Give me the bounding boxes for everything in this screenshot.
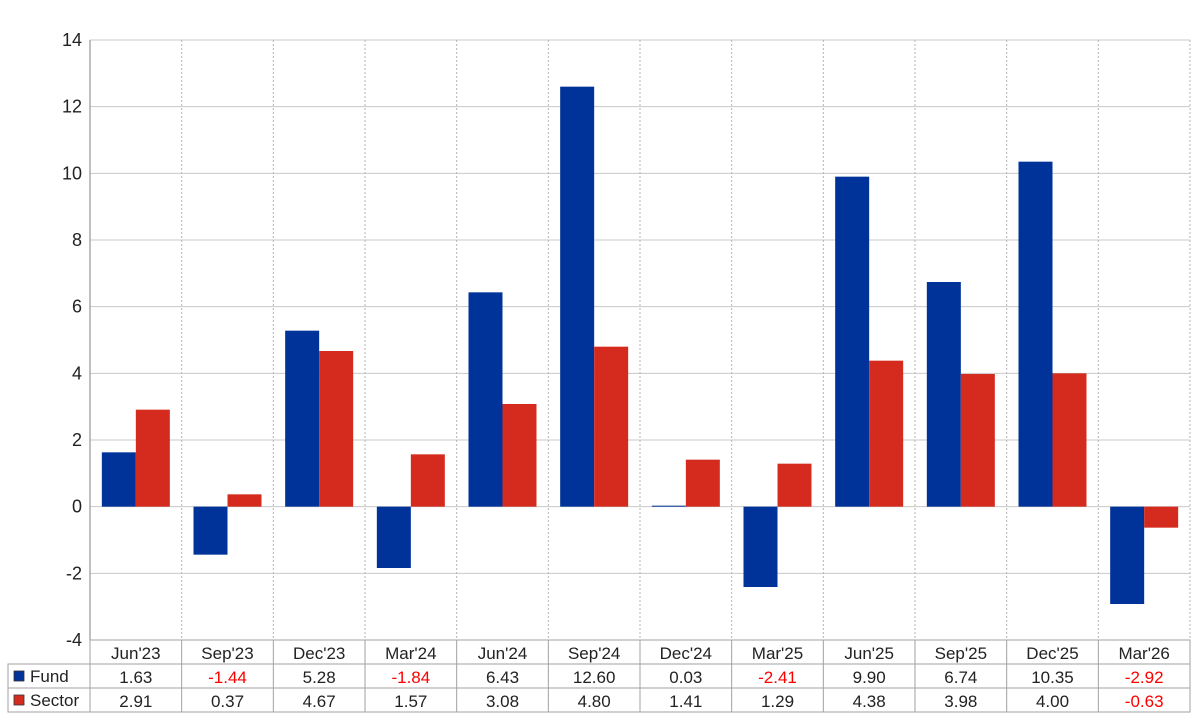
y-tick-label: 0 — [72, 497, 82, 517]
legend-label-fund: Fund — [30, 667, 69, 686]
bar-sector — [960, 374, 995, 507]
legend-label-sector: Sector — [30, 691, 79, 710]
data-label-sector: 3.98 — [944, 692, 977, 711]
bar-sector — [410, 454, 445, 507]
x-tick-label: Mar'24 — [385, 644, 436, 663]
legend-swatch-sector — [13, 694, 25, 706]
y-tick-label: 4 — [72, 363, 82, 383]
x-tick-label: Dec'23 — [293, 644, 345, 663]
data-label-fund: 1.63 — [119, 668, 152, 687]
data-label-fund: 5.28 — [303, 668, 336, 687]
data-label-fund: 6.43 — [486, 668, 519, 687]
bar-sector — [777, 463, 812, 507]
bar-sector — [594, 346, 629, 507]
data-label-sector: 1.29 — [761, 692, 794, 711]
x-tick-label: Sep'23 — [201, 644, 253, 663]
data-label-fund: -2.92 — [1125, 668, 1164, 687]
bars — [101, 86, 1179, 604]
legend-swatch-fund — [13, 670, 25, 682]
bar-fund — [926, 282, 961, 507]
y-tick-label: 12 — [62, 97, 82, 117]
bar-fund — [651, 505, 686, 507]
bar-sector — [1052, 373, 1087, 507]
bar-sector — [227, 494, 262, 507]
bar-sector — [869, 360, 904, 507]
x-tick-label: Dec'25 — [1026, 644, 1078, 663]
data-label-sector: 1.41 — [669, 692, 702, 711]
data-label-sector: -0.63 — [1125, 692, 1164, 711]
data-label-fund: -2.41 — [758, 668, 797, 687]
bar-sector — [685, 459, 720, 507]
data-label-fund: 6.74 — [944, 668, 977, 687]
x-tick-label: Sep'24 — [568, 644, 620, 663]
bar-sector — [135, 409, 170, 507]
y-tick-label: 14 — [62, 30, 82, 50]
x-tick-label: Mar'26 — [1118, 644, 1169, 663]
data-label-sector: 2.91 — [119, 692, 152, 711]
x-tick-label: Sep'25 — [935, 644, 987, 663]
data-label-fund: 0.03 — [669, 668, 702, 687]
bar-fund — [835, 176, 870, 507]
x-tick-label: Jun'25 — [844, 644, 894, 663]
data-label-sector: 4.67 — [303, 692, 336, 711]
x-tick-label: Mar'25 — [752, 644, 803, 663]
bar-fund — [1018, 161, 1053, 507]
data-table: Jun'23 Sep'23 Dec'23 Mar'24 Jun'24 Sep'24 Dec'… — [7, 639, 1191, 713]
bar-sector — [1144, 506, 1179, 528]
data-label-fund: 9.90 — [853, 668, 886, 687]
bar-fund — [285, 330, 320, 507]
x-tick-label: Jun'23 — [111, 644, 161, 663]
data-label-sector: 3.08 — [486, 692, 519, 711]
bar-fund — [468, 292, 503, 507]
y-tick-label: 6 — [72, 297, 82, 317]
bar-fund — [1110, 506, 1145, 604]
data-label-sector: 1.57 — [394, 692, 427, 711]
y-tick-label: -4 — [66, 630, 82, 650]
data-label-fund: -1.84 — [391, 668, 430, 687]
bar-fund — [560, 86, 595, 507]
y-tick-label: 10 — [62, 163, 82, 183]
y-axis: 14 12 10 8 6 4 2 0 -2 -4 — [62, 30, 91, 650]
data-label-fund: 12.60 — [573, 668, 616, 687]
y-tick-label: 8 — [72, 230, 82, 250]
data-label-sector: 4.38 — [853, 692, 886, 711]
bar-sector — [319, 351, 354, 507]
x-tick-label: Dec'24 — [660, 644, 712, 663]
data-label-fund: -1.44 — [208, 668, 247, 687]
y-tick-label: -2 — [66, 563, 82, 583]
bar-fund — [376, 506, 411, 568]
x-tick-label: Jun'24 — [478, 644, 528, 663]
data-label-sector: 4.00 — [1036, 692, 1069, 711]
bar-fund — [193, 506, 228, 555]
data-label-fund: 10.35 — [1031, 668, 1074, 687]
data-label-sector: 0.37 — [211, 692, 244, 711]
data-label-sector: 4.80 — [578, 692, 611, 711]
y-tick-label: 2 — [72, 430, 82, 450]
bar-sector — [502, 404, 537, 507]
bar-fund — [101, 452, 136, 507]
bar-fund — [743, 506, 778, 587]
